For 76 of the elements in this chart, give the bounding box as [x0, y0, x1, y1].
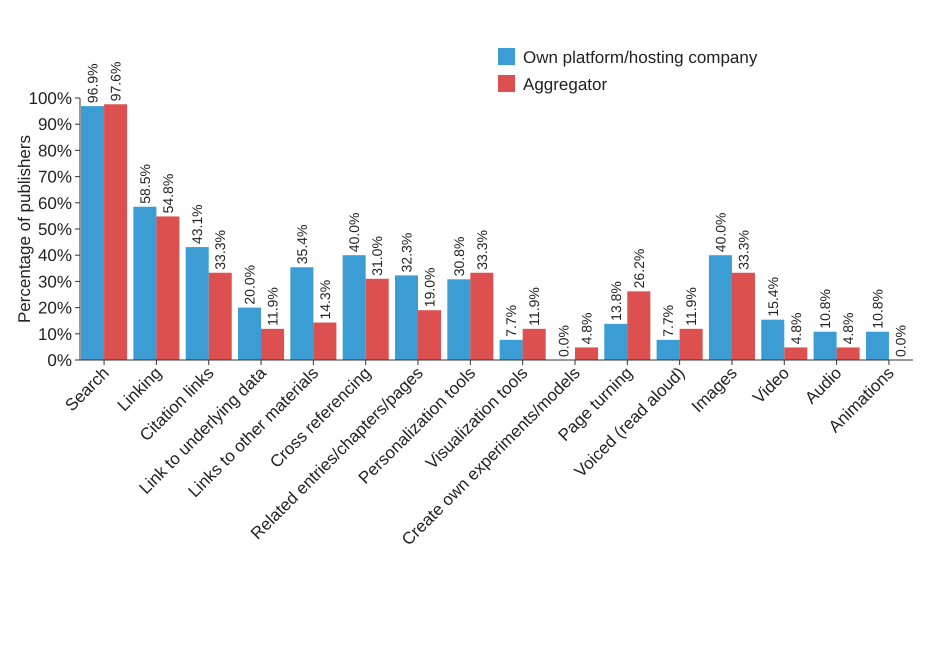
data-label: 30.8% [450, 236, 467, 276]
bar [133, 206, 156, 360]
bar [470, 272, 494, 360]
data-label: 43.1% [189, 204, 206, 244]
bar [836, 347, 860, 360]
y-axis-title: Percentage of publishers [15, 134, 34, 324]
data-label: 13.8% [608, 281, 624, 321]
data-label: 97.6% [108, 62, 124, 102]
data-label: 33.3% [735, 230, 752, 270]
data-label: 33.3% [474, 230, 490, 270]
data-label: 26.2% [630, 248, 647, 288]
data-label: 20.0% [242, 264, 258, 305]
bar [238, 308, 262, 360]
bar [784, 347, 808, 360]
data-label: 11.9% [264, 287, 281, 326]
y-tick-label: 0% [47, 350, 72, 370]
bar [656, 340, 680, 360]
y-tick-label: 70% [38, 168, 72, 187]
bar [732, 272, 755, 360]
data-label: 4.8% [840, 312, 856, 344]
bar [342, 255, 366, 360]
data-label: 58.5% [136, 164, 153, 204]
bar [290, 267, 314, 360]
data-label: 7.7% [503, 304, 520, 337]
y-tick-label: 40% [38, 246, 72, 266]
data-label: 40.0% [346, 212, 362, 252]
data-label: 10.8% [869, 289, 886, 329]
data-label: 11.9% [526, 287, 542, 326]
data-label: 10.8% [817, 289, 834, 329]
bar [208, 272, 232, 360]
bar [418, 310, 442, 360]
data-label: 0.0% [892, 325, 908, 357]
bar [81, 106, 104, 360]
data-label: 31.0% [369, 236, 386, 276]
bar [574, 347, 598, 360]
bar [366, 278, 389, 360]
data-label: 33.3% [212, 230, 228, 270]
y-tick-label: 10% [38, 324, 72, 344]
y-tick-label: 50% [38, 220, 72, 239]
bar [313, 322, 336, 360]
y-tick-label: 80% [38, 141, 72, 160]
data-label: 54.8% [160, 174, 176, 214]
legend-label: Own platform/hosting company [523, 48, 758, 67]
data-label: 96.9% [84, 63, 101, 104]
legend-label: Aggregator [523, 74, 608, 94]
data-label: 15.4% [764, 276, 781, 317]
data-label: 7.7% [660, 304, 676, 337]
bar [156, 216, 180, 360]
bar [627, 291, 650, 360]
data-label: 19.0% [422, 268, 438, 308]
bar [522, 328, 546, 360]
bar [761, 320, 784, 360]
bar [104, 104, 128, 360]
y-tick-label: 30% [38, 272, 72, 292]
data-label: 14.3% [316, 280, 333, 320]
y-tick-label: 100% [28, 88, 72, 108]
bar [186, 247, 209, 360]
bar [814, 332, 837, 360]
bar [500, 340, 523, 360]
data-label: 0.0% [555, 325, 572, 357]
data-label: 4.8% [578, 312, 594, 344]
bar [866, 332, 889, 360]
y-tick-label: 60% [38, 194, 72, 213]
data-label: 35.4% [294, 224, 310, 264]
data-label: 11.9% [683, 287, 700, 326]
bar [604, 324, 628, 360]
bar [708, 255, 732, 360]
data-label: 4.8% [788, 312, 804, 344]
data-label: 32.3% [398, 232, 415, 272]
y-tick-label: 90% [38, 115, 72, 134]
bar [447, 279, 470, 360]
data-label: 40.0% [712, 212, 728, 252]
bar [680, 328, 703, 360]
bar [394, 275, 418, 360]
y-tick-label: 20% [38, 298, 72, 318]
bar [261, 328, 284, 360]
